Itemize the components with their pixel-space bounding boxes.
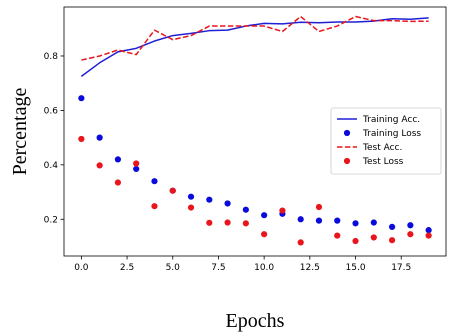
x-tick-label: 12.5: [300, 263, 320, 273]
data-point: [315, 217, 323, 224]
series-training-loss: [78, 95, 432, 234]
data-point: [151, 203, 158, 210]
data-point: [315, 203, 323, 211]
y-axis-title: Percentage: [9, 88, 31, 176]
legend-marker-swatch: [343, 157, 351, 165]
legend-marker-swatch: [343, 129, 351, 137]
series-test-loss: [78, 135, 432, 246]
data-point: [187, 193, 195, 200]
data-point: [407, 231, 414, 238]
plot-frame: [63, 6, 447, 257]
legend-label: Test Loss: [362, 157, 404, 167]
data-point: [352, 237, 359, 245]
legend-label: Test Acc.: [362, 143, 402, 153]
data-point: [242, 206, 249, 213]
data-point: [407, 222, 414, 229]
y-tick-label: 0.4: [44, 161, 59, 171]
data-point: [297, 216, 304, 223]
x-axis: 0.0 2.5 5.0 7.5 10.0 12.5 15.0 17.5: [74, 256, 411, 273]
x-tick-label: 17.5: [391, 263, 411, 273]
data-point: [297, 239, 304, 246]
data-point: [261, 231, 268, 238]
data-point: [96, 162, 103, 169]
data-point: [224, 219, 231, 226]
x-tick-label: 0.0: [74, 263, 89, 273]
data-point: [370, 219, 377, 226]
series-training-acc: [80, 17, 429, 77]
y-tick-label: 0.6: [44, 106, 59, 116]
data-point: [206, 196, 213, 203]
y-tick-label: 0.2: [44, 215, 58, 225]
data-point: [133, 165, 140, 173]
data-point: [187, 204, 195, 211]
data-point: [78, 95, 85, 102]
data-point: [133, 160, 140, 167]
data-point: [242, 220, 249, 227]
data-point: [388, 223, 396, 230]
data-point: [352, 220, 359, 227]
series-test-acc: [81, 15, 429, 61]
data-point: [261, 212, 268, 219]
data-point: [425, 227, 432, 234]
x-axis-title: Epochs: [226, 310, 285, 332]
data-point: [370, 234, 377, 241]
data-point: [334, 217, 341, 224]
legend: Training Acc. Training Loss Test Acc. Test …: [330, 107, 442, 175]
data-point: [78, 135, 85, 143]
legend-label: Training Loss: [362, 129, 421, 139]
x-tick-label: 2.5: [120, 263, 134, 273]
x-tick-label: 5.0: [166, 263, 181, 273]
y-tick-label: 0.8: [44, 52, 59, 62]
x-tick-label: 7.5: [211, 263, 225, 273]
data-point: [334, 232, 341, 239]
series-layer: [78, 15, 432, 246]
data-point: [224, 200, 231, 207]
data-point: [114, 179, 122, 186]
legend-label: Training Acc.: [362, 115, 420, 125]
data-point: [96, 134, 103, 141]
x-tick-label: 10.0: [254, 263, 274, 273]
data-point: [206, 219, 213, 226]
series-line: [81, 15, 429, 61]
data-point: [425, 232, 432, 239]
series-line: [80, 17, 429, 77]
data-point: [169, 187, 176, 194]
x-tick-label: 15.0: [346, 263, 366, 273]
data-point: [151, 178, 158, 185]
data-point: [279, 207, 286, 214]
legend-box: [330, 107, 442, 175]
y-axis: 0.2 0.4 0.6 0.8: [44, 52, 64, 225]
data-point: [114, 156, 122, 163]
data-point: [388, 237, 396, 244]
